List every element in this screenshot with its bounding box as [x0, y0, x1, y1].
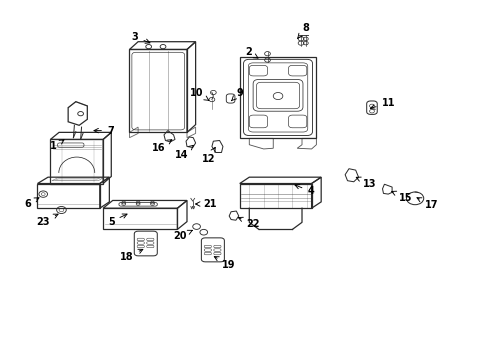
Text: 20: 20 — [173, 230, 192, 242]
Text: 2: 2 — [244, 47, 258, 58]
Text: 4: 4 — [294, 185, 313, 196]
Text: 3: 3 — [132, 32, 150, 43]
Text: 16: 16 — [151, 140, 171, 153]
Text: 23: 23 — [37, 214, 58, 227]
Text: 14: 14 — [174, 145, 193, 160]
Text: 11: 11 — [369, 98, 394, 109]
Text: 8: 8 — [297, 23, 308, 38]
Text: 21: 21 — [195, 199, 216, 209]
Text: 18: 18 — [120, 249, 142, 262]
Text: 19: 19 — [214, 257, 235, 270]
Text: 17: 17 — [416, 198, 437, 210]
Text: 12: 12 — [202, 147, 215, 164]
Text: 15: 15 — [391, 191, 411, 203]
Text: 9: 9 — [231, 87, 243, 101]
Text: 13: 13 — [356, 177, 376, 189]
Text: 1: 1 — [50, 140, 64, 152]
Text: 10: 10 — [189, 87, 208, 100]
Text: 7: 7 — [94, 126, 114, 136]
Text: 22: 22 — [238, 217, 259, 229]
Text: 6: 6 — [24, 198, 39, 209]
Text: 5: 5 — [108, 214, 127, 227]
